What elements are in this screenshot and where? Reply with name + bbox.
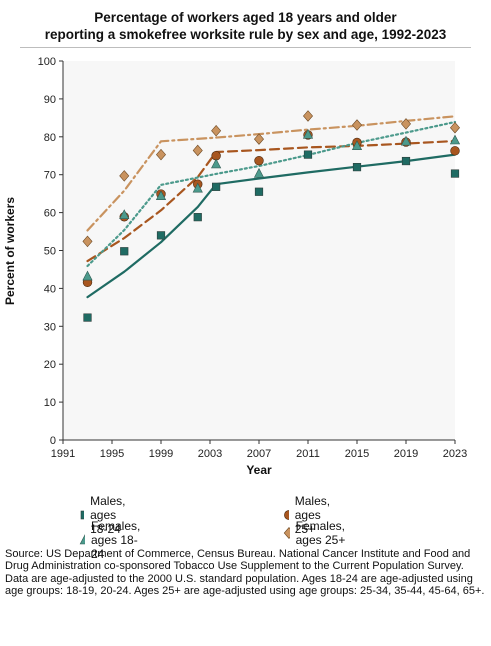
y-tick-label: 10 — [44, 397, 56, 409]
y-tick-label: 60 — [44, 208, 56, 220]
y-tick-label: 0 — [50, 435, 56, 447]
adjustment-note: Data are age-adjusted to the 2000 U.S. s… — [5, 572, 485, 597]
y-tick-label: 40 — [44, 283, 56, 295]
legend-item: Females, ages 25+ — [282, 519, 351, 547]
x-tick-label: 1991 — [51, 448, 75, 460]
y-tick-label: 80 — [44, 132, 56, 144]
source-text: Source: US Department of Commerce, Censu… — [5, 548, 471, 573]
triangle-marker — [82, 270, 93, 281]
legend-swatch — [79, 534, 85, 545]
chart-title-line-2: reporting a smokefree worksite rule by s… — [44, 27, 447, 42]
triangle-marker — [79, 534, 85, 545]
triangle-marker — [449, 134, 461, 145]
diamond-marker — [119, 170, 130, 182]
x-tick-label: 1995 — [100, 448, 124, 460]
trend-line — [86, 120, 457, 268]
diamond-marker — [254, 133, 264, 145]
triangle-marker — [253, 167, 265, 178]
legend-label: Males, ages 25+ — [294, 494, 331, 536]
x-axis-label: Year — [246, 463, 272, 477]
diamond-marker — [303, 110, 313, 122]
y-tick-label: 20 — [44, 359, 56, 371]
triangle-marker — [119, 209, 130, 219]
y-tick-label: 30 — [44, 321, 56, 333]
square-marker — [401, 156, 411, 166]
diamond-marker — [450, 121, 460, 134]
source-notes: Source: US Department of Commerce, Censu… — [5, 548, 489, 597]
diamond-marker — [156, 148, 166, 161]
triangle-marker — [400, 135, 412, 146]
square-marker — [254, 187, 264, 196]
triangle-marker — [351, 140, 363, 150]
triangle-marker — [302, 128, 314, 139]
x-tick-label: 1999 — [149, 448, 173, 460]
line-chart: 0 10 20 30 40 50 60 70 80 90 100 1991 1995 1999 2003 20… — [3, 56, 467, 477]
x-tick-label: 2011 — [296, 448, 320, 460]
y-tick-label: 50 — [44, 246, 56, 258]
y-tick-label: 90 — [44, 94, 56, 106]
legend-item: Males, ages 25+ — [282, 494, 337, 536]
chart-title-line-1: Percentage of workers aged 18 years and … — [94, 10, 397, 25]
legend-item: Females, ages 18-24 — [78, 519, 147, 561]
x-tick-label: 2003 — [198, 448, 222, 460]
square-marker — [450, 169, 460, 178]
diamond-marker — [283, 527, 290, 539]
legend-swatch — [283, 527, 290, 539]
square-marker — [83, 313, 92, 322]
y-axis-label: Percent of workers — [3, 197, 17, 305]
legend-label: Females, ages 25+ — [295, 519, 346, 547]
square-marker — [80, 510, 85, 520]
circle-marker — [254, 155, 264, 166]
x-tick-label: 2015 — [345, 448, 369, 460]
circle-marker — [284, 510, 289, 520]
title-divider — [20, 47, 471, 48]
triangle-marker — [155, 190, 167, 201]
legend-label: Females, ages 18-24 — [91, 519, 141, 561]
square-marker — [352, 163, 362, 172]
diamond-marker — [211, 124, 222, 137]
chart-title: Percentage of workers aged 18 years and … — [0, 9, 491, 43]
legend-item: Males, ages 18-24 — [78, 494, 133, 536]
legend-label: Males, ages 18-24 — [90, 494, 126, 536]
x-tick-label: 2007 — [247, 448, 271, 460]
diamond-marker — [82, 235, 93, 248]
x-tick-label: 2023 — [443, 448, 467, 460]
diamond-marker — [192, 144, 203, 157]
legend-swatch — [284, 510, 289, 520]
y-tick-label: 100 — [38, 56, 56, 68]
triangle-marker — [192, 182, 203, 193]
diamond-marker — [352, 119, 362, 131]
square-marker — [303, 150, 313, 159]
triangle-marker — [211, 158, 222, 169]
square-marker — [120, 247, 129, 256]
square-marker — [212, 182, 221, 191]
diamond-marker — [401, 118, 411, 130]
square-marker — [193, 213, 202, 222]
trend-line — [86, 139, 457, 263]
y-tick-label: 70 — [44, 170, 56, 182]
x-tick-label: 2019 — [394, 448, 418, 460]
legend-swatch — [80, 510, 85, 520]
circle-marker — [450, 146, 460, 156]
trend-line — [86, 153, 457, 299]
square-marker — [156, 231, 166, 240]
